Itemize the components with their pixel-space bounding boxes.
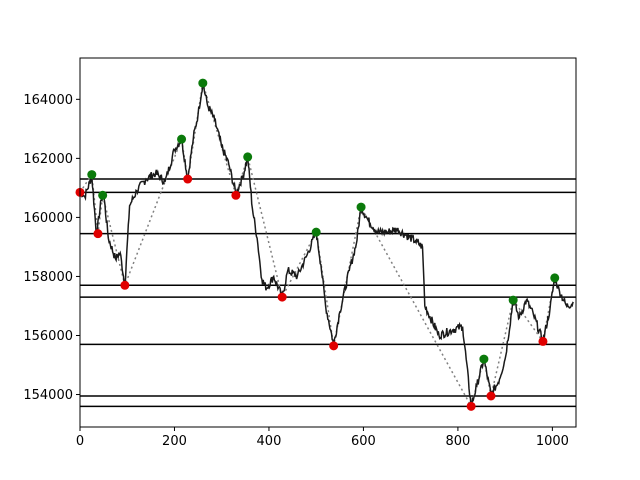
peak-marker-0	[87, 170, 97, 180]
trough-marker-1	[93, 229, 103, 239]
y-tick-label-1: 156000	[23, 329, 73, 344]
trough-marker-5	[277, 292, 287, 302]
peak-marker-6	[356, 202, 366, 212]
y-axis-ticks: 154000 156000 158000 160000 162000 164000	[23, 93, 80, 403]
y-tick-label-4: 162000	[23, 152, 73, 167]
peak-marker-1	[98, 190, 108, 200]
y-tick-label-0: 154000	[23, 388, 73, 403]
horizontal-levels	[80, 178, 576, 408]
pivot-markers	[75, 78, 560, 411]
peak-marker-5	[311, 227, 321, 237]
plot-frame	[79, 57, 577, 428]
x-tick-label-5: 1000	[536, 434, 569, 449]
peak-marker-4	[243, 152, 253, 162]
trough-marker-8	[486, 391, 496, 401]
peak-marker-7	[479, 354, 489, 364]
peak-marker-3	[198, 78, 208, 88]
y-tick-label-5: 164000	[23, 93, 73, 108]
trough-marker-2	[120, 280, 130, 290]
peak-marker-2	[177, 134, 187, 144]
y-tick-label-2: 158000	[23, 270, 73, 285]
x-axis-ticks: 0 200 400 600 800 1000	[76, 427, 569, 449]
trough-marker-4	[231, 190, 241, 200]
y-tick-label-3: 160000	[23, 211, 73, 226]
trough-marker-3	[183, 174, 193, 184]
x-tick-label-0: 0	[76, 434, 84, 449]
x-tick-label-3: 600	[351, 434, 376, 449]
trough-marker-7	[466, 401, 476, 411]
peak-marker-8	[508, 295, 518, 305]
x-tick-label-4: 800	[445, 434, 470, 449]
trough-marker-9	[538, 336, 548, 346]
trough-marker-6	[329, 341, 339, 351]
x-tick-label-2: 400	[257, 434, 282, 449]
peak-marker-9	[550, 273, 560, 283]
x-tick-label-1: 200	[162, 434, 187, 449]
